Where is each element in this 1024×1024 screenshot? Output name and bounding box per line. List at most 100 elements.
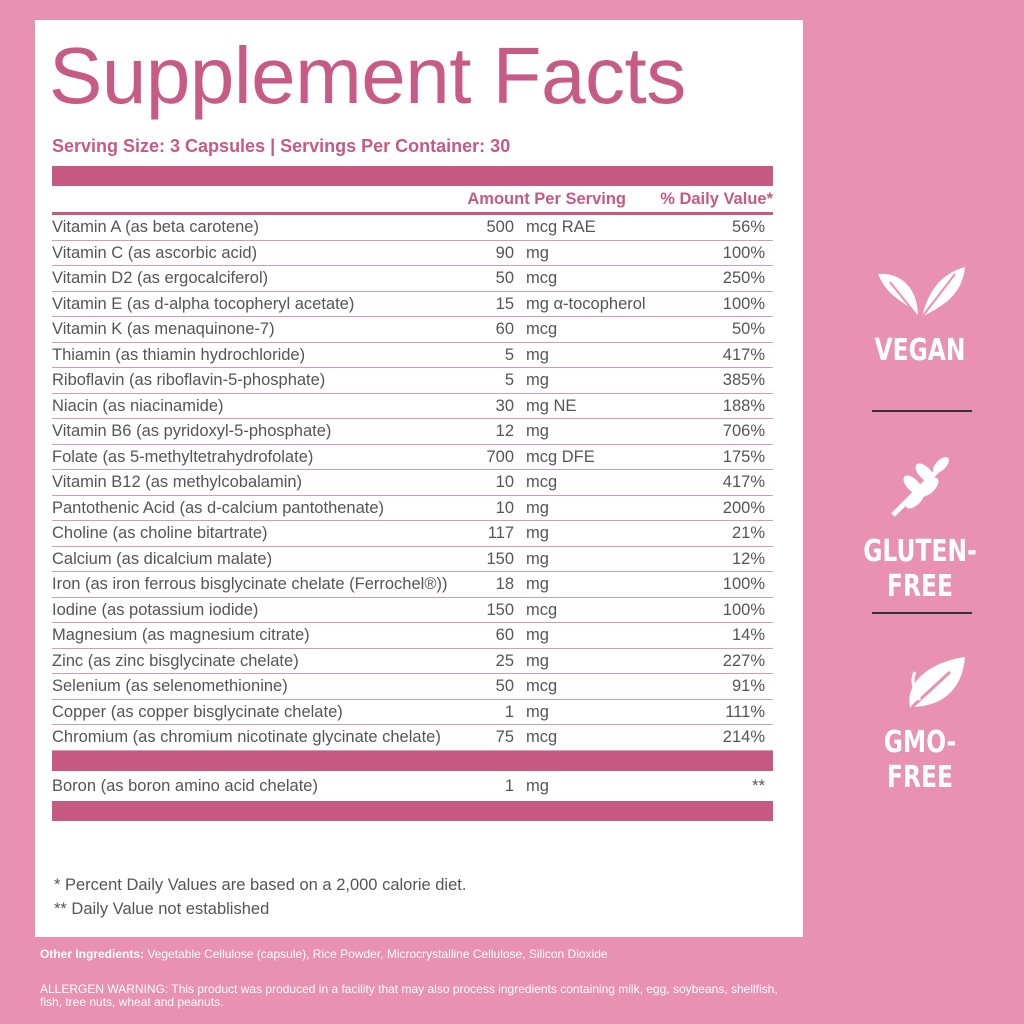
daily-value: 21% <box>731 524 765 542</box>
daily-value: 200% <box>722 498 765 517</box>
nutrient-row: Choline (as choline bitartrate) 117 mg 21% <box>52 521 773 547</box>
other-ingredients: Other Ingredients: Vegetable Cellulose (… <box>40 947 608 961</box>
nutrient-name: Vitamin B12 (as methylcobalamin) <box>52 473 303 491</box>
nutrient-name: Choline (as choline bitartrate) <box>52 524 268 542</box>
unit: mg <box>526 702 549 721</box>
amount: 150 <box>486 600 514 619</box>
unit: mcg DFE <box>526 447 595 466</box>
nutrient-row: Chromium (as chromium nicotinate glycina… <box>52 725 773 751</box>
nutrient-row: Vitamin A (as beta carotene) 500 mcg RAE 56… <box>52 215 773 241</box>
separator <box>872 612 972 614</box>
unit: mcg <box>526 320 558 338</box>
amount: 15 <box>495 294 514 313</box>
daily-value: 417% <box>722 345 765 364</box>
amount: 700 <box>486 447 514 466</box>
nutrient-name: Zinc (as zinc bisglycinate chelate) <box>52 651 299 670</box>
nutrient-row: Copper (as copper bisglycinate chelate) 1… <box>52 700 773 725</box>
amount: 60 <box>495 320 514 338</box>
amount: 117 <box>487 524 514 542</box>
nutrient-name: Chromium (as chromium nicotinate glycina… <box>52 728 441 746</box>
unit: mcg <box>526 728 558 746</box>
unit: mg <box>526 371 549 389</box>
column-header: Amount Per Serving % Daily Value* <box>52 186 773 215</box>
daily-value: 188% <box>722 396 765 415</box>
nutrient-name: Iron (as iron ferrous bisglycinate chela… <box>52 575 448 593</box>
nutrient-row: Folate (as 5-methyltetrahydrofolate) 700 m… <box>52 445 773 470</box>
daily-value: 214% <box>722 728 765 746</box>
amount: 90 <box>495 243 514 262</box>
footnote: * Percent Daily Values are based on a 2,… <box>54 876 467 894</box>
nutrient-name: Riboflavin (as riboflavin-5-phosphate) <box>52 371 326 389</box>
header-bar <box>52 166 773 186</box>
footnotes: * Percent Daily Values are based on a 2,… <box>54 873 466 921</box>
nutrient-row: Vitamin E (as d-alpha tocopheryl acetate… <box>52 292 773 317</box>
nutrient-name: Vitamin C (as ascorbic acid) <box>52 243 258 262</box>
badge: GMO-FREE <box>883 725 957 795</box>
footnote: ** Daily Value not established <box>54 900 270 918</box>
amount: 1 <box>504 776 514 795</box>
nutrient-name: Niacin (as niacinamide) <box>52 396 224 415</box>
nutrient-name: Copper (as copper bisglycinate chelate) <box>52 702 343 721</box>
unit: mcg <box>526 269 558 287</box>
daily-value: ** <box>752 776 765 795</box>
daily-value: 100% <box>722 243 765 262</box>
unit: mcg <box>526 473 558 491</box>
nutrient-name: Vitamin E (as d-alpha tocopheryl acetate… <box>52 294 355 313</box>
nutrient-row: Zinc (as zinc bisglycinate chelate) 25 mg 2… <box>52 649 773 674</box>
amount: 12 <box>495 422 514 440</box>
nutrient-name: Vitamin B6 (as pyridoxyl-5-phosphate) <box>52 422 332 440</box>
amount-header: Amount Per Serving <box>467 189 626 208</box>
nutrient-name: Boron (as boron amino acid chelate) <box>52 776 318 795</box>
footer-bar <box>52 800 773 821</box>
unit: mcg <box>526 600 558 619</box>
nutrient-row: Thiamin (as thiamin hydrochloride) 5 mg 417… <box>52 343 773 368</box>
unit: mg <box>526 575 549 593</box>
facts-table: Amount Per Serving % Daily Value* Vitamin … <box>52 166 773 821</box>
nutrient-name: Iodine (as potassium iodide) <box>52 600 259 619</box>
amount: 18 <box>495 575 514 593</box>
amount: 1 <box>504 702 514 721</box>
nutrient-row: Pantothenic Acid (as d-calcium pantothen… <box>52 496 773 521</box>
amount: 50 <box>495 677 514 695</box>
daily-value: 12% <box>731 549 765 568</box>
daily-value: 91% <box>731 677 765 695</box>
amount: 10 <box>495 473 514 491</box>
nutrient-name: Calcium (as dicalcium malate) <box>52 549 273 568</box>
daily-value: 100% <box>722 600 765 619</box>
daily-value: 227% <box>722 651 765 670</box>
nutrient-row: Vitamin B6 (as pyridoxyl-5-phosphate) 12 m… <box>52 419 773 445</box>
daily-value: 175% <box>722 447 765 466</box>
separator <box>872 410 972 412</box>
allergen-warning: ALLERGEN WARNING: This product was produ… <box>40 982 778 1009</box>
daily-value: 100% <box>722 294 765 313</box>
unit: mg <box>526 776 549 795</box>
unit: mcg RAE <box>526 218 596 236</box>
unit: mg <box>526 651 549 670</box>
unit: mg <box>526 626 549 644</box>
badge: GLUTEN-FREE <box>863 534 977 604</box>
nutrient-name: Thiamin (as thiamin hydrochloride) <box>52 345 306 364</box>
unit: mg α-tocopherol <box>526 294 646 313</box>
amount: 60 <box>495 626 514 644</box>
nutrient-name: Folate (as 5-methyltetrahydrofolate) <box>52 447 314 466</box>
daily-value: 50% <box>731 320 765 338</box>
nutrient-row: Magnesium (as magnesium citrate) 60 mg 14% <box>52 623 773 649</box>
unit: mg <box>526 345 549 364</box>
daily-value: 417% <box>722 473 765 491</box>
unit: mg <box>526 524 549 542</box>
nutrient-name: Vitamin K (as menaquinone-7) <box>52 320 275 338</box>
amount: 150 <box>486 549 514 568</box>
daily-value: 250% <box>722 269 765 287</box>
nutrient-name: Vitamin D2 (as ergocalciferol) <box>52 269 269 287</box>
nutrient-name: Vitamin A (as beta carotene) <box>52 218 259 236</box>
title: Supplement Facts <box>49 31 686 120</box>
nutrient-row: Boron (as boron amino acid chelate) 1 mg ** <box>52 771 773 801</box>
nutrient-row: Iron (as iron ferrous bisglycinate chela… <box>52 572 773 598</box>
amount: 30 <box>495 396 514 415</box>
gmo-free-icon <box>909 657 965 709</box>
unit: mg <box>526 243 549 262</box>
amount: 10 <box>495 498 514 517</box>
daily-value: 56% <box>731 218 765 236</box>
separator-bar <box>52 750 773 771</box>
label: Other Ingredients: <box>40 947 145 961</box>
